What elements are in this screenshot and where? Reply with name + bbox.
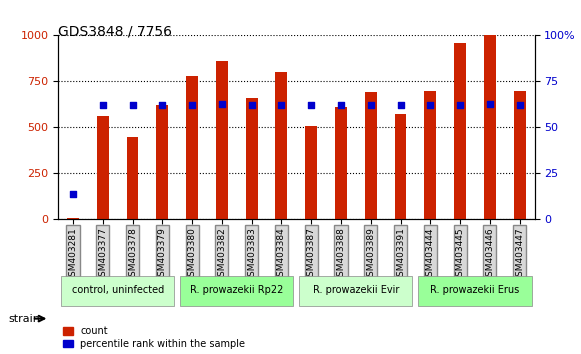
Point (247, 103, 256, 108)
Text: GDS3848 / 7756: GDS3848 / 7756 (58, 25, 172, 39)
Point (188, 103, 197, 108)
FancyBboxPatch shape (180, 276, 293, 306)
Point (396, 103, 405, 108)
Bar (156, 105, 168, 219)
Point (128, 103, 137, 108)
Bar (484, 35, 496, 219)
Point (98, 103, 107, 108)
Point (277, 103, 286, 108)
Bar (246, 98, 257, 219)
Bar (186, 76, 198, 219)
Bar (97, 116, 109, 219)
Text: R. prowazekii Evir: R. prowazekii Evir (313, 285, 399, 295)
Text: control, uninfected: control, uninfected (71, 285, 164, 295)
Point (157, 103, 167, 108)
Legend: count, percentile rank within the sample: count, percentile rank within the sample (63, 326, 245, 349)
Bar (305, 126, 317, 219)
Text: R. prowazekii Rp22: R. prowazekii Rp22 (190, 285, 284, 295)
Bar (335, 107, 347, 219)
Point (217, 101, 227, 106)
Point (366, 103, 375, 108)
Bar (216, 61, 228, 219)
Bar (514, 91, 526, 219)
Point (426, 103, 435, 108)
Point (456, 103, 465, 108)
Bar (67, 218, 79, 219)
FancyBboxPatch shape (418, 276, 532, 306)
Bar (424, 91, 436, 219)
Bar (275, 72, 288, 219)
Text: R. prowazekii Erus: R. prowazekii Erus (431, 285, 519, 295)
Point (485, 101, 494, 106)
Bar (365, 92, 376, 219)
Bar (127, 137, 138, 219)
FancyBboxPatch shape (299, 276, 413, 306)
Point (515, 103, 524, 108)
Bar (394, 114, 407, 219)
Point (307, 103, 316, 108)
Text: strain: strain (9, 314, 41, 324)
Point (336, 103, 346, 108)
FancyBboxPatch shape (61, 276, 174, 306)
Bar (454, 43, 466, 219)
Point (69, 191, 78, 196)
